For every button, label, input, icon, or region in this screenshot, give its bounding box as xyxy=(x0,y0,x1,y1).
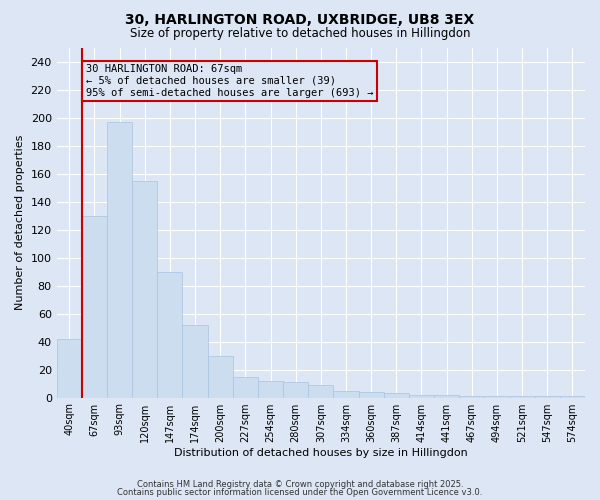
Bar xyxy=(434,395,459,398)
Bar xyxy=(157,272,182,398)
X-axis label: Distribution of detached houses by size in Hillingdon: Distribution of detached houses by size … xyxy=(174,448,468,458)
Text: 30 HARLINGTON ROAD: 67sqm
← 5% of detached houses are smaller (39)
95% of semi-d: 30 HARLINGTON ROAD: 67sqm ← 5% of detach… xyxy=(86,64,373,98)
Bar xyxy=(359,392,384,398)
Bar xyxy=(258,381,283,398)
Text: Contains public sector information licensed under the Open Government Licence v3: Contains public sector information licen… xyxy=(118,488,482,497)
Bar xyxy=(56,339,82,398)
Y-axis label: Number of detached properties: Number of detached properties xyxy=(15,135,25,310)
Bar xyxy=(283,382,308,398)
Bar xyxy=(535,396,560,398)
Bar xyxy=(459,396,484,398)
Bar xyxy=(560,396,585,398)
Bar xyxy=(107,122,132,398)
Bar xyxy=(132,180,157,398)
Bar xyxy=(484,396,509,398)
Text: Size of property relative to detached houses in Hillingdon: Size of property relative to detached ho… xyxy=(130,28,470,40)
Bar xyxy=(384,394,409,398)
Bar xyxy=(182,325,208,398)
Bar xyxy=(308,385,334,398)
Text: Contains HM Land Registry data © Crown copyright and database right 2025.: Contains HM Land Registry data © Crown c… xyxy=(137,480,463,489)
Text: 30, HARLINGTON ROAD, UXBRIDGE, UB8 3EX: 30, HARLINGTON ROAD, UXBRIDGE, UB8 3EX xyxy=(125,12,475,26)
Bar xyxy=(208,356,233,398)
Bar xyxy=(334,390,359,398)
Bar xyxy=(409,395,434,398)
Bar xyxy=(509,396,535,398)
Bar xyxy=(233,376,258,398)
Bar xyxy=(82,216,107,398)
